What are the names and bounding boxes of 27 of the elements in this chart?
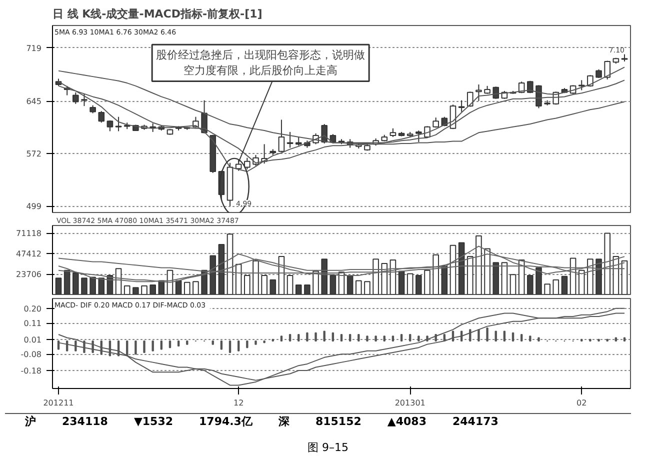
- text: ▼1532: [134, 415, 174, 428]
- text: 234118: [62, 415, 108, 428]
- chart-title: 日 线 K线-成交量-MACD指标-前复权-[1]: [52, 8, 262, 20]
- y-tick-label: 0.01: [24, 335, 42, 344]
- x-tick-label: 02: [576, 398, 587, 408]
- y-tick-label: 645: [26, 97, 42, 106]
- y-tick-label: 0.20: [24, 304, 42, 314]
- y-tick-label: -0.08: [20, 350, 42, 360]
- caption: 图 9–15: [308, 440, 348, 456]
- text: 沪: [25, 415, 36, 428]
- annotation: 股价经过急挫后，出现阳包容形态，说明做空力度有限，此后股价向上走高: [156, 48, 366, 78]
- text: 815152: [315, 415, 362, 428]
- x-tick-label: 201211: [43, 398, 74, 408]
- text: 深: [278, 415, 290, 428]
- y-tick-label: 499: [26, 202, 42, 212]
- y-tick-label: 47412: [16, 250, 42, 259]
- text: 1794.3亿: [199, 415, 252, 428]
- y-tick-label: 0.11: [24, 319, 42, 328]
- y-tick-label: 572: [26, 150, 42, 159]
- y-tick-label: 719: [26, 44, 42, 53]
- x-tick-label: 201301: [394, 398, 426, 408]
- y-tick-label: 71118: [16, 229, 42, 238]
- y-tick-label: 23706: [16, 270, 42, 280]
- text: 244173: [452, 415, 498, 428]
- x-tick-label: 12: [234, 398, 244, 408]
- y-tick-label: -0.18: [20, 366, 42, 376]
- text: ▲4083: [387, 415, 426, 428]
